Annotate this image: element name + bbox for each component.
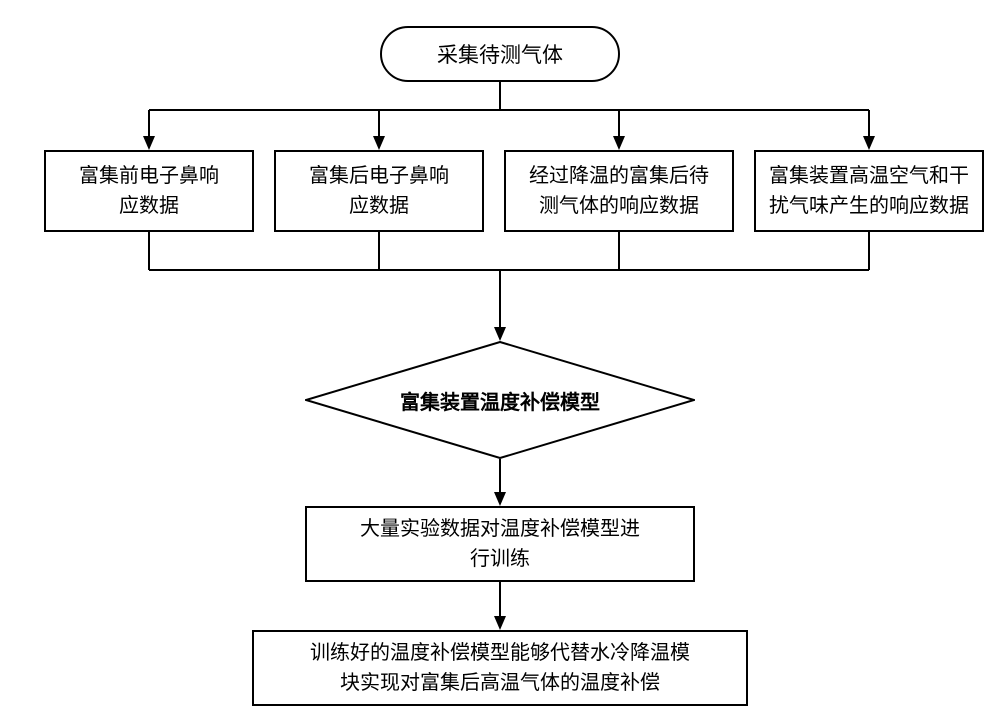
diamond-label: 富集装置温度补偿模型 bbox=[400, 386, 600, 415]
box-cooled: 经过降温的富集后待 测气体的响应数据 bbox=[504, 150, 734, 232]
start-node: 采集待测气体 bbox=[380, 26, 620, 82]
box-post-enrich: 富集后电子鼻响 应数据 bbox=[274, 150, 484, 232]
box-cooled-text: 经过降温的富集后待 测气体的响应数据 bbox=[529, 161, 709, 221]
diamond-node: 富集装置温度补偿模型 bbox=[305, 341, 695, 459]
box-result-text: 训练好的温度补偿模型能够代替水冷降温模 块实现对富集后高温气体的温度补偿 bbox=[310, 638, 690, 698]
box-train-text: 大量实验数据对温度补偿模型进 行训练 bbox=[360, 514, 640, 574]
box-pre-enrich-text: 富集前电子鼻响 应数据 bbox=[79, 161, 219, 221]
box-pre-enrich: 富集前电子鼻响 应数据 bbox=[44, 150, 254, 232]
box-train: 大量实验数据对温度补偿模型进 行训练 bbox=[305, 506, 695, 582]
box-post-enrich-text: 富集后电子鼻响 应数据 bbox=[309, 161, 449, 221]
start-label: 采集待测气体 bbox=[437, 39, 563, 69]
box-result: 训练好的温度补偿模型能够代替水冷降温模 块实现对富集后高温气体的温度补偿 bbox=[252, 630, 748, 706]
box-hightemp-text: 富集装置高温空气和干 扰气味产生的响应数据 bbox=[769, 161, 969, 221]
box-hightemp: 富集装置高温空气和干 扰气味产生的响应数据 bbox=[754, 150, 984, 232]
